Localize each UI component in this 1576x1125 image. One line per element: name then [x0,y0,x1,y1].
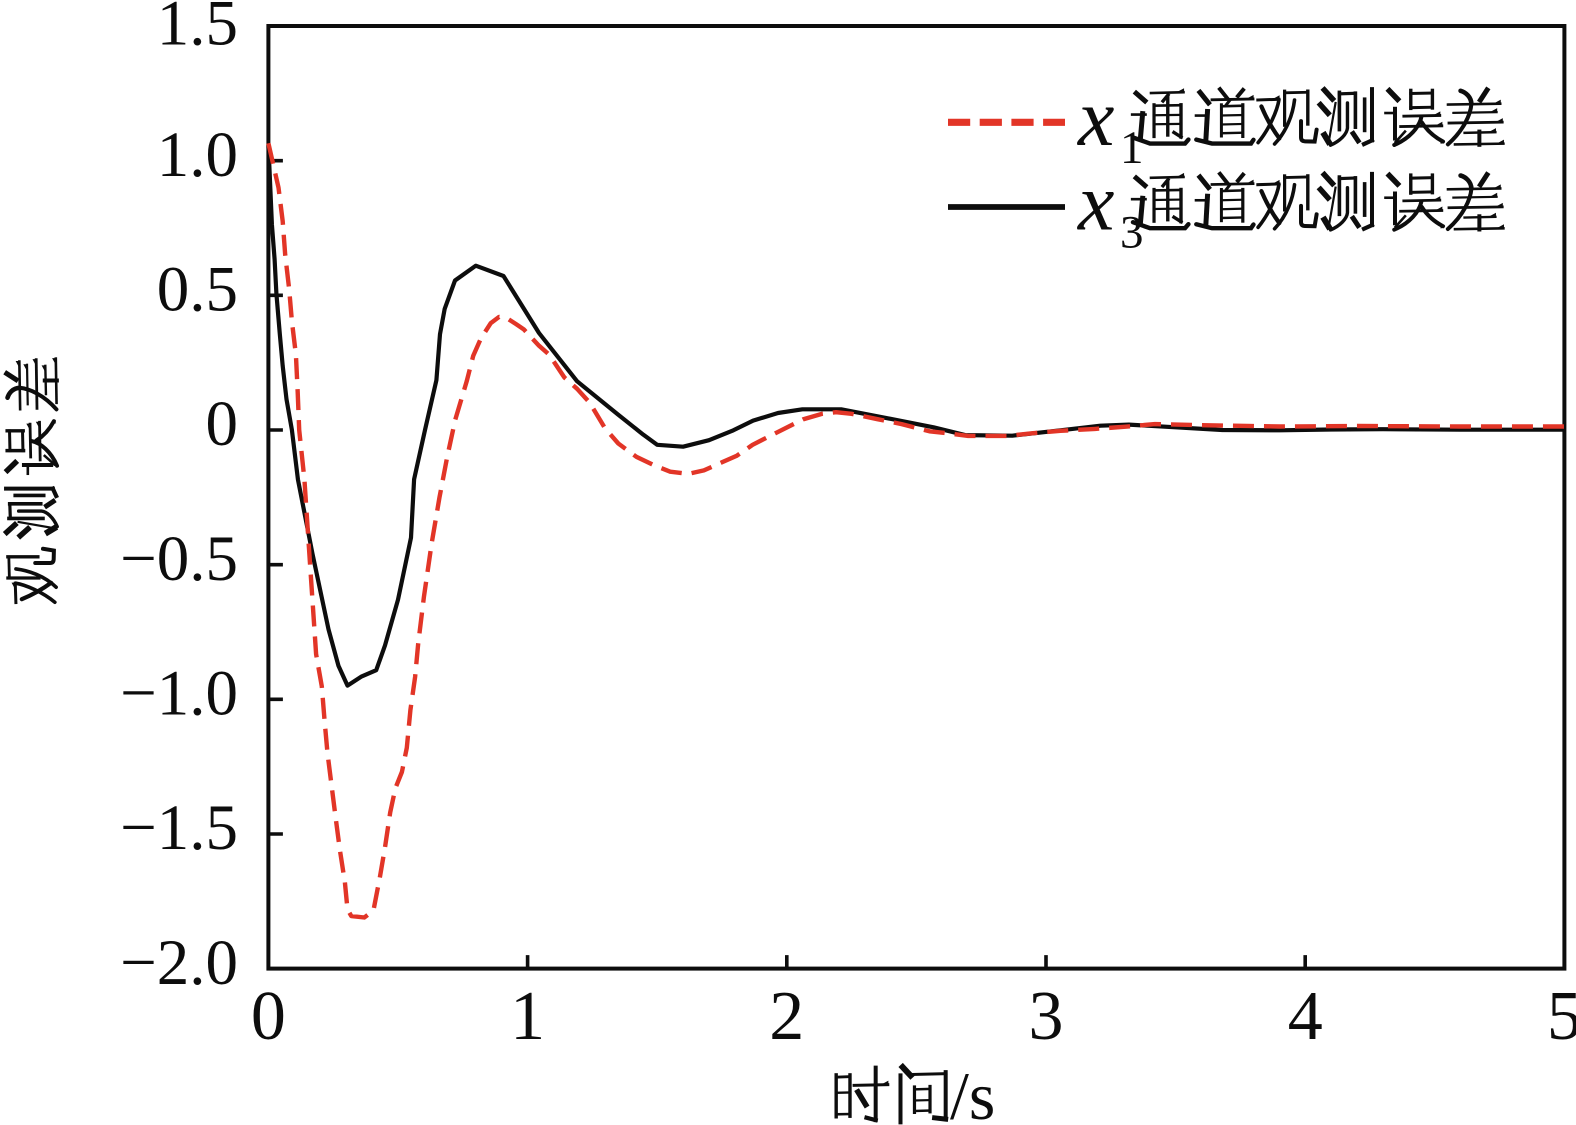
svg-text:1: 1 [1120,122,1144,174]
svg-text:−1.0: −1.0 [120,658,238,730]
svg-text:/s: /s [950,1058,995,1125]
svg-text:4: 4 [1288,978,1323,1055]
svg-text:1.0: 1.0 [157,119,238,191]
svg-text:3: 3 [1029,978,1064,1055]
svg-text:2: 2 [769,978,804,1055]
svg-text:0: 0 [251,978,286,1055]
svg-text:−1.5: −1.5 [120,792,238,864]
svg-text:3: 3 [1120,207,1144,259]
svg-text:0.5: 0.5 [157,254,238,326]
svg-text:−2.0: −2.0 [120,927,238,999]
svg-text:x: x [1077,157,1114,248]
svg-text:1: 1 [510,978,545,1055]
svg-text:1.5: 1.5 [157,0,238,60]
svg-text:0: 0 [206,388,239,460]
svg-text:x: x [1077,72,1114,163]
svg-text:−0.5: −0.5 [120,523,238,595]
svg-text:5: 5 [1547,978,1576,1055]
